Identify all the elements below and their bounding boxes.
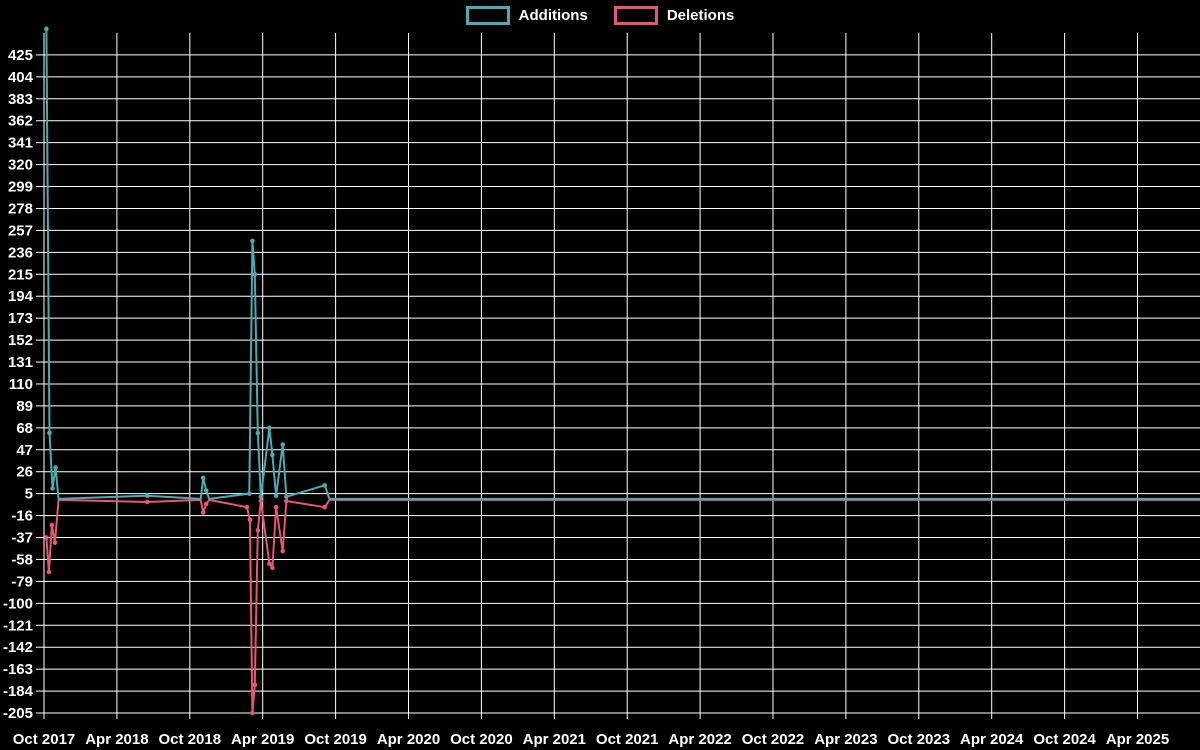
deletions-point-marker [258,498,264,504]
x-tick-label: Oct 2024 [1033,731,1096,748]
deletions-point-marker [267,561,272,566]
y-tick-label: 425 [8,47,33,64]
y-tick-label: 341 [8,135,33,152]
additions-point-marker [200,475,206,481]
x-tick-label: Oct 2021 [596,731,659,748]
deletions-point-marker [255,527,261,533]
y-tick-label: 236 [8,244,33,261]
y-tick-label: 68 [16,420,33,437]
additions-point-marker [144,493,150,499]
deletions-legend-label: Deletions [666,7,735,24]
additions-point-marker [47,430,52,436]
deletions-point-marker [203,501,209,507]
x-tick-label: Oct 2017 [13,731,76,748]
additions-point-marker [267,425,272,431]
y-tick-label: 257 [8,222,33,239]
additions-point-marker [255,430,261,436]
y-tick-label: -37 [11,530,33,547]
y-tick-label: 173 [8,310,33,327]
x-tick-label: Apr 2024 [960,731,1024,748]
y-tick-label: 26 [16,464,33,481]
deletions-point-marker [273,504,279,510]
deletions-line [45,498,1200,714]
legend-item-deletions[interactable]: Deletions [613,6,735,25]
y-tick-label: -205 [3,705,33,722]
additions-point-marker [53,465,58,470]
y-tick-label: 131 [8,354,33,371]
x-tick-label: Apr 2018 [85,731,148,748]
deletions-point-marker [200,510,206,515]
deletions-point-marker [252,682,258,688]
x-tick-label: Oct 2023 [888,731,951,748]
y-tick-label: 320 [8,157,33,174]
deletions-point-marker [46,569,52,575]
additions-point-marker [203,488,209,493]
additions-point-marker [273,493,279,499]
deletions-point-marker [44,535,49,540]
y-tick-label: 152 [8,332,33,349]
y-tick-label: -16 [11,508,33,525]
x-tick-label: Oct 2019 [304,731,367,748]
deletions-point-marker [49,522,55,528]
x-tick-label: Oct 2018 [159,731,222,748]
y-tick-label: 362 [8,113,33,130]
x-tick-label: Apr 2023 [814,731,877,748]
deletions-point-marker [322,504,327,510]
additions-line [45,28,1200,500]
y-tick-label: 383 [8,91,33,108]
y-tick-label: 110 [9,376,33,393]
y-tick-label: -142 [3,639,33,656]
additions-point-marker [322,482,327,488]
chart-legend: Additions Deletions [0,6,1200,25]
y-tick-label: -100 [3,595,33,612]
x-tick-label: Apr 2022 [668,731,731,748]
additions-point-marker [280,442,286,447]
additions-point-marker [250,238,255,244]
y-tick-label: 299 [8,179,33,196]
additions-point-marker [247,491,252,496]
x-tick-label: Apr 2020 [377,731,440,748]
y-tick-label: -121 [3,617,33,634]
additions-point-marker [284,494,289,500]
additions-swatch-icon [465,6,510,25]
y-tick-label: 278 [8,200,33,217]
x-tick-label: Apr 2025 [1106,731,1169,748]
additions-point-marker [50,486,55,491]
y-tick-label: -79 [11,573,33,590]
y-tick-label: 194 [8,288,34,305]
x-tick-label: Apr 2021 [523,731,586,748]
additions-point-marker [258,494,264,500]
y-tick-label: 89 [16,398,33,415]
x-tick-label: Oct 2020 [450,731,513,748]
x-tick-label: Apr 2019 [231,731,294,748]
deletions-point-marker [250,710,255,716]
y-tick-label: 404 [8,69,34,86]
deletions-point-marker [270,565,275,571]
deletions-point-marker [52,540,58,546]
additions-point-marker [44,26,49,32]
additions-point-marker [270,452,275,458]
y-tick-label: -184 [3,683,34,700]
deletions-point-marker [247,517,253,523]
deletions-point-marker [144,499,150,505]
legend-item-additions[interactable]: Additions [465,6,588,25]
additions-legend-label: Additions [518,7,588,24]
y-tick-label: -58 [11,551,33,568]
additions-point-marker [252,271,258,277]
deletions-point-marker [284,498,289,504]
deletions-swatch-icon [613,6,658,25]
deletions-point-marker [244,504,250,510]
deletions-point-marker [280,548,286,554]
x-tick-label: Oct 2022 [742,731,805,748]
y-tick-label: 215 [8,266,33,283]
y-tick-label: 5 [25,486,33,503]
y-tick-label: -163 [3,661,33,678]
y-tick-label: 47 [16,442,33,459]
